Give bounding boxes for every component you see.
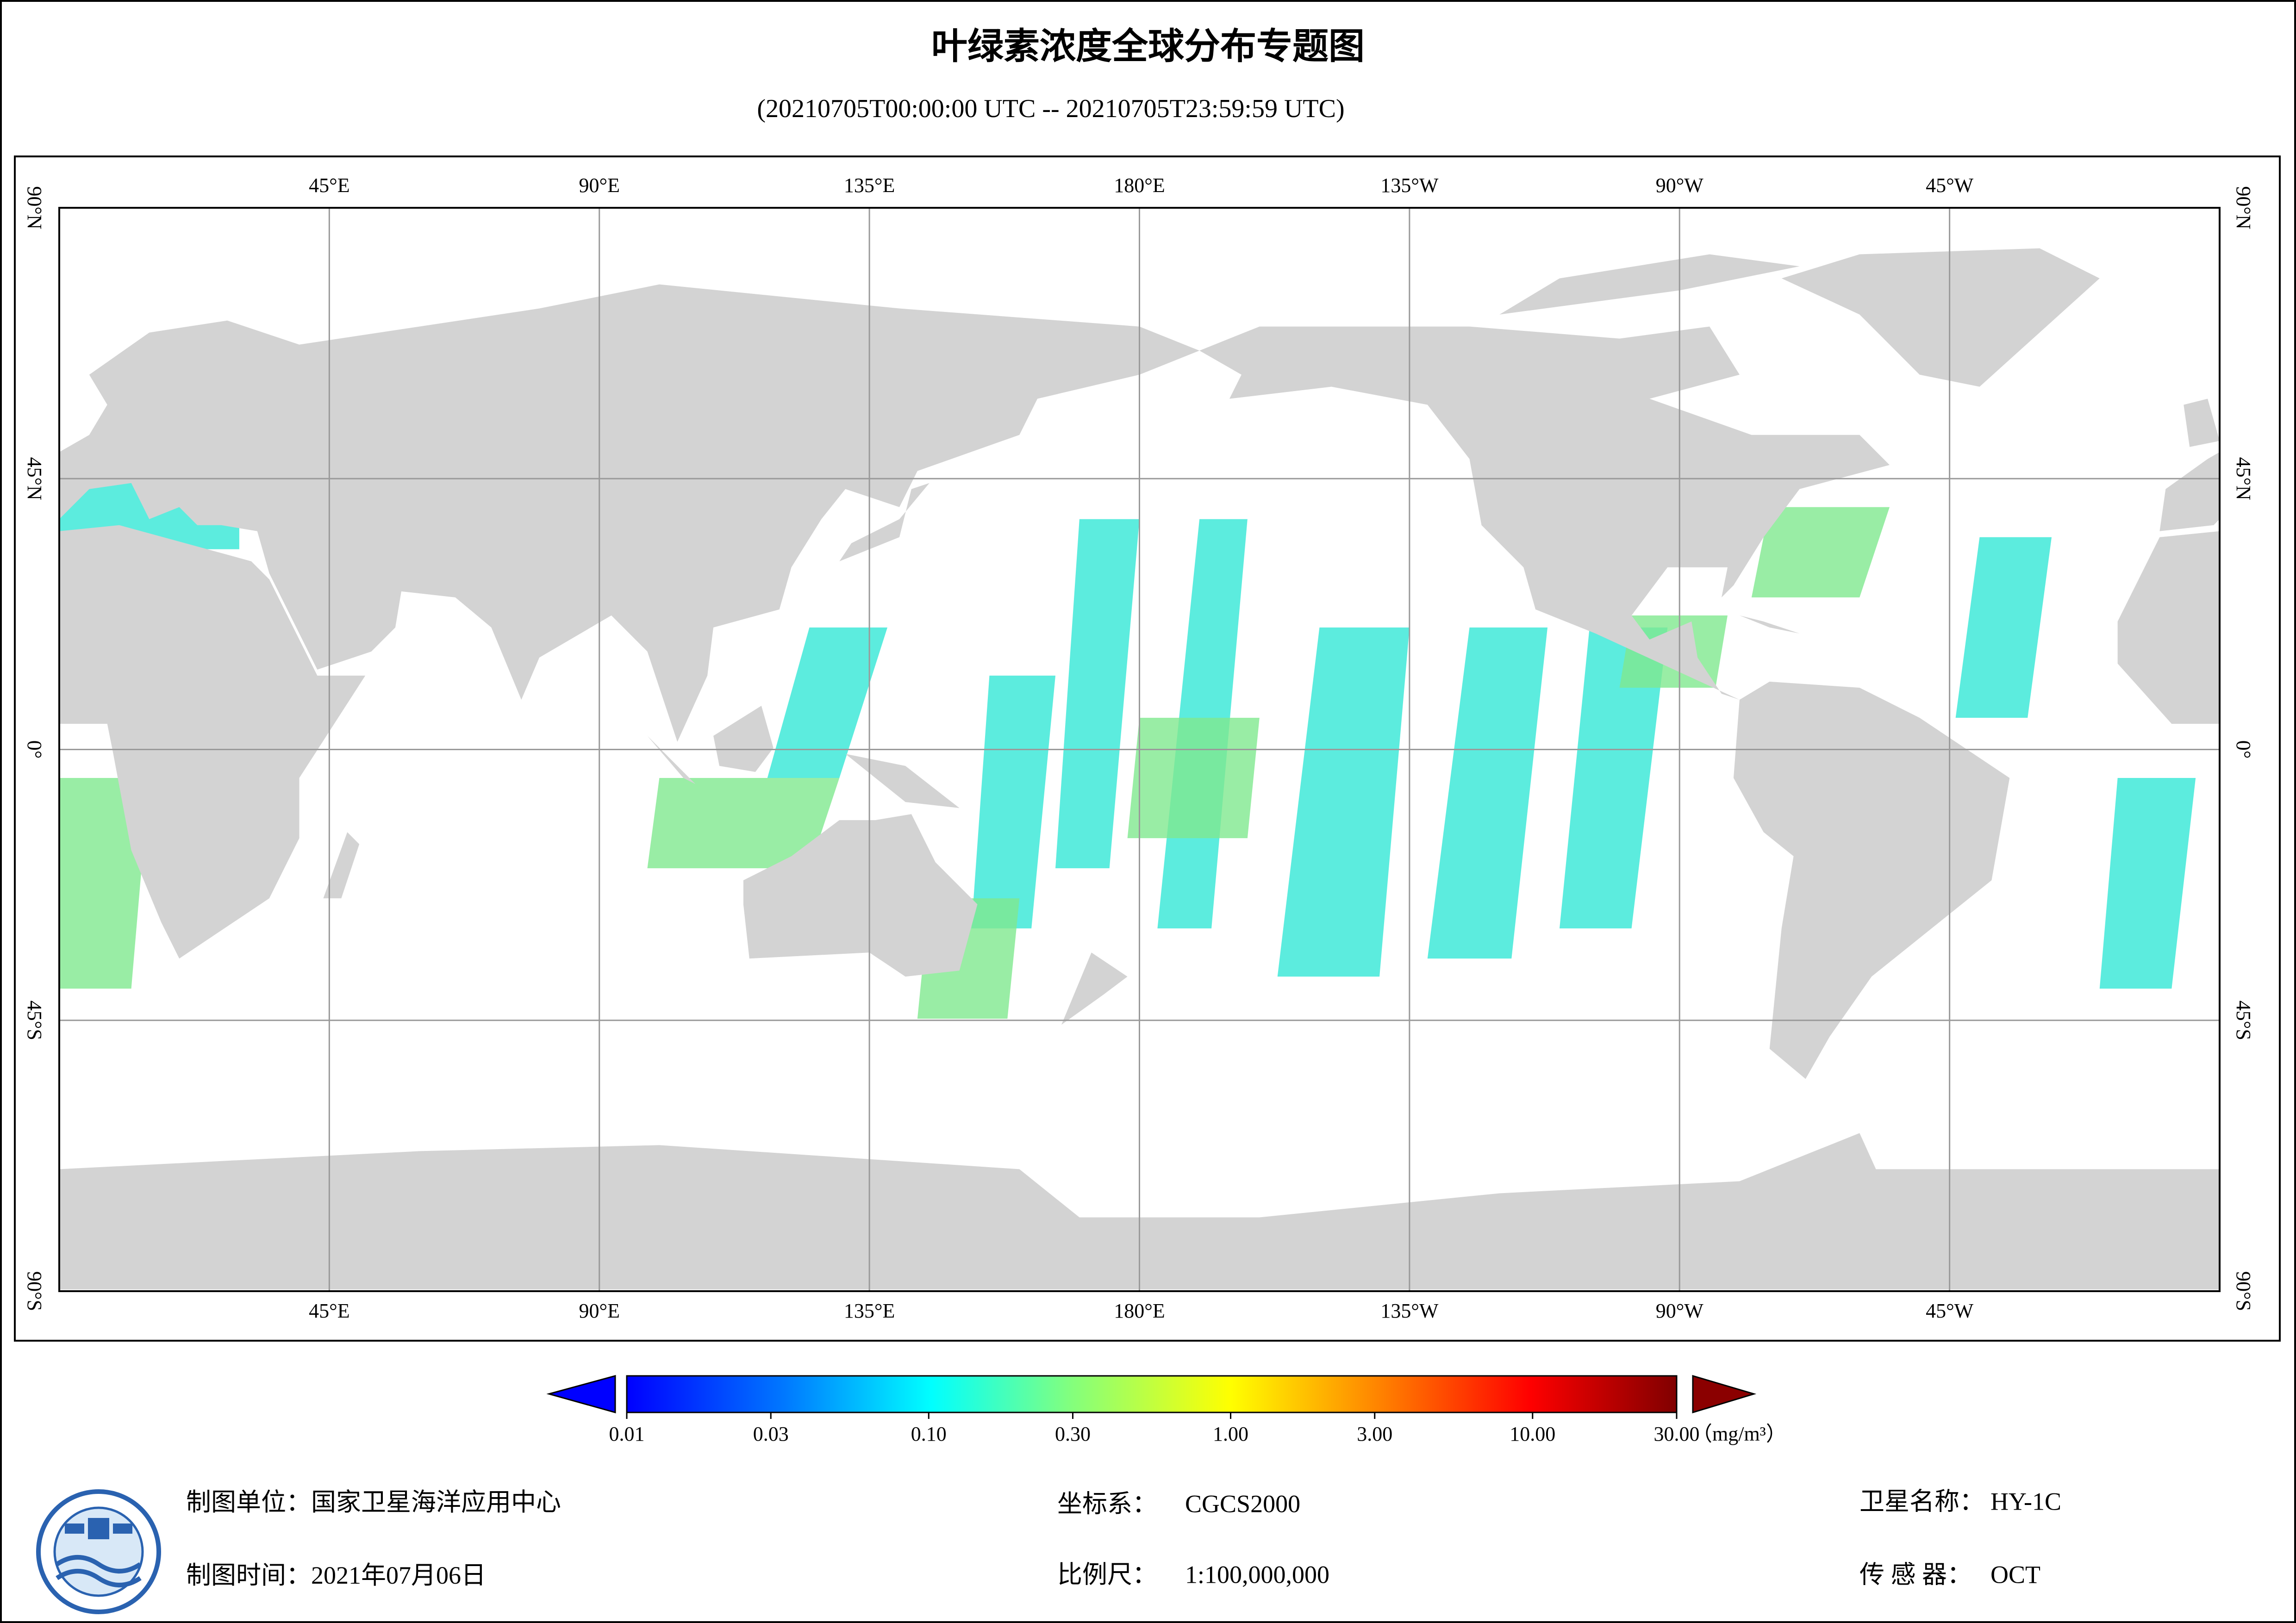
lon-label-bottom: 45°E xyxy=(309,1300,349,1322)
label: 制图时间： xyxy=(186,1561,311,1589)
footer-satellite-value: HY-1C xyxy=(1990,1487,2061,1515)
logo xyxy=(36,1489,161,1614)
lon-label-top: 135°W xyxy=(1380,174,1439,197)
graticule xyxy=(59,208,2220,1291)
colorbar-tick-label: 0.10 xyxy=(911,1423,947,1445)
map-frame xyxy=(14,155,2281,1342)
basemap xyxy=(59,248,2220,1290)
lat-label-right: 90°S xyxy=(2232,1271,2255,1311)
colorbar-tick-label: 0.30 xyxy=(1055,1423,1091,1445)
lon-label-top: 180°E xyxy=(1114,174,1165,197)
colorbar xyxy=(626,1375,1678,1413)
lat-label-right: 45°N xyxy=(2232,457,2255,500)
colorbar-tick-label: 0.01 xyxy=(609,1423,645,1445)
lon-label-bottom: 135°W xyxy=(1380,1300,1439,1322)
lat-label-left: 0° xyxy=(23,740,46,759)
footer-crs-value: CGCS2000 xyxy=(1185,1490,1300,1517)
lat-label-left: 90°S xyxy=(23,1271,46,1311)
footer-date: 制图时间：2021年07月06日 xyxy=(186,1561,486,1589)
colorbar-tick-label: 0.03 xyxy=(753,1423,789,1445)
footer-sensor-value: OCT xyxy=(1990,1561,2040,1588)
lat-label-left: 45°S xyxy=(23,1001,46,1040)
title: 叶绿素浓度全球分布专题图 xyxy=(931,25,1365,67)
lat-label-right: 45°S xyxy=(2232,1001,2255,1040)
subtitle: (20210705T00:00:00 UTC -- 20210705T23:59… xyxy=(757,94,1344,123)
colorbar-over-arrow xyxy=(1692,1374,1757,1414)
footer-scale-label: 比例尺： xyxy=(1057,1561,1157,1588)
lat-label-right: 0° xyxy=(2232,740,2255,759)
value: 国家卫星海洋应用中心 xyxy=(311,1488,561,1516)
colorbar-tick-label: 1.00 xyxy=(1213,1423,1248,1445)
lat-label-right: 90°N xyxy=(2232,186,2255,229)
footer-satellite-label: 卫星名称： xyxy=(1859,1487,1984,1515)
colorbar-tick-label: 10.00 xyxy=(1510,1423,1555,1445)
label: 制图单位： xyxy=(186,1488,311,1516)
lon-label-top: 45°W xyxy=(1926,174,1974,197)
lon-label-top: 45°E xyxy=(309,174,349,197)
lon-label-bottom: 90°W xyxy=(1656,1300,1704,1322)
colorbar-under-arrow xyxy=(546,1375,616,1413)
colorbar-tick-label: 3.00 xyxy=(1357,1423,1392,1445)
map-border xyxy=(58,207,2221,1292)
lon-label-bottom: 180°E xyxy=(1114,1300,1165,1322)
footer-crs-label: 坐标系： xyxy=(1057,1490,1157,1517)
footer-scale-value: 1:100,000,000 xyxy=(1185,1561,1329,1588)
value: 2021年07月06日 xyxy=(311,1561,486,1589)
map-area xyxy=(59,208,2220,1291)
lon-label-bottom: 90°E xyxy=(579,1300,620,1322)
footer-sensor-label: 传 感 器： xyxy=(1859,1561,1972,1588)
lat-label-left: 90°N xyxy=(23,186,46,229)
footer-producer: 制图单位：国家卫星海洋应用中心 xyxy=(186,1488,561,1516)
lon-label-top: 90°E xyxy=(579,174,620,197)
lon-label-bottom: 45°W xyxy=(1926,1300,1974,1322)
colorbar-unit: （mg/m³） xyxy=(1692,1423,1786,1445)
lon-label-top: 135°E xyxy=(844,174,895,197)
colorbar-tick-label: 30.00 xyxy=(1654,1423,1700,1445)
lon-label-top: 90°W xyxy=(1656,174,1704,197)
lon-label-bottom: 135°E xyxy=(844,1300,895,1322)
lat-label-left: 45°N xyxy=(23,457,46,500)
